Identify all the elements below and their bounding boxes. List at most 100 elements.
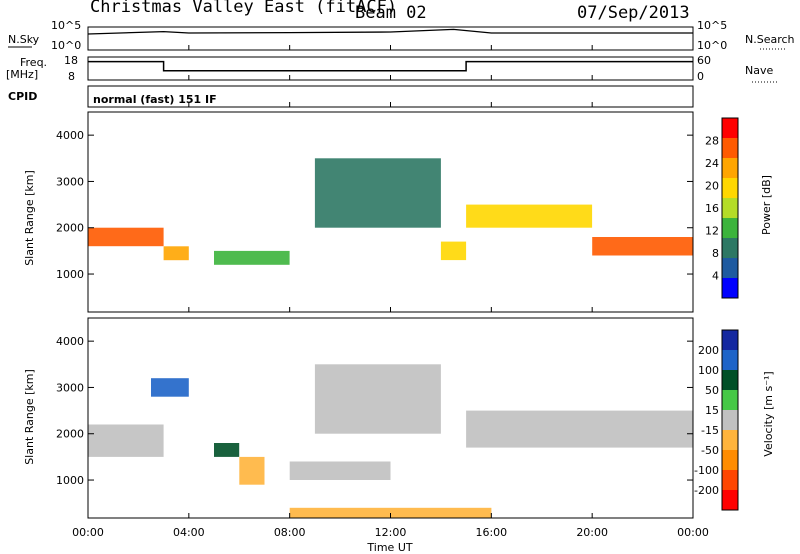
velocity-colorbar-swatch [722,490,738,511]
x-tick-label: 00:00 [677,526,709,539]
velocity-colorbar-swatch [722,430,738,451]
power-heatmap [88,158,693,265]
cpid-label: CPID [8,90,37,103]
power-cell [214,250,290,265]
velocity-colorbar-swatch [722,470,738,491]
x-tick-label: 16:00 [475,526,507,539]
power-colorbar-tick: 12 [705,225,719,238]
velocity-colorbar-tick: 50 [705,384,719,397]
date-label: 07/Sep/2013 [577,3,690,23]
power-colorbar-label: Power [dB] [760,175,773,235]
power-colorbar-swatch [722,118,738,139]
y-tick-label: 2000 [56,222,84,235]
velocity-y-label: Slant Range [km] [23,369,36,465]
velocity-colorbar-frame [721,329,739,511]
power-colorbar-frame [721,117,739,299]
power-colorbar-swatch [722,138,738,159]
nsky-series [87,28,693,35]
power-colorbar-tick: 4 [712,270,719,283]
power-colorbar-tick: 16 [705,202,719,215]
power-y-label: Slant Range [km] [23,170,36,266]
y-tick-label: 1000 [56,268,84,281]
velocity-cell [239,456,265,485]
velocity-cell [88,424,164,457]
velocity-cell [289,461,391,480]
velocity-colorbar-swatch [722,330,738,351]
nave-tick-top: 60 [697,54,711,67]
power-cell [163,246,189,261]
velocity-cell [214,443,240,457]
y-tick-label: 2000 [56,428,84,441]
power-cell [88,227,164,247]
velocity-cell [289,507,492,518]
y-tick-label: 1000 [56,474,84,487]
power-colorbar-swatch [722,278,738,299]
power-colorbar-tick: 20 [705,180,719,193]
velocity-colorbar-swatch [722,450,738,471]
freq-tick-top: 18 [64,54,78,67]
power-cell [440,241,467,261]
velocity-cell [151,378,189,397]
power-colorbar-swatch [722,178,738,199]
velocity-colorbar-tick: 100 [698,364,719,377]
velocity-colorbar-swatch [722,410,738,431]
beam-label: Beam 02 [355,3,427,23]
nsky-line [87,28,693,35]
velocity-heatmap [88,364,693,518]
nsky-tick-bottom: 10^0 [51,39,81,52]
power-colorbar-swatch [722,238,738,259]
freq-line [88,60,693,72]
plot-title: Christmas Valley East (fitACF) [90,0,397,17]
y-tick-label: 4000 [56,129,84,142]
velocity-colorbar-swatch [722,390,738,411]
power-cell [314,158,441,228]
freq-label-line1: Freq. [20,56,47,69]
power-cell [592,237,693,256]
power-y-axis: 1000 2000 3000 4000 [56,129,693,281]
velocity-y-axis: 1000 2000 3000 4000 [56,335,693,487]
cpid-value: normal (fast) 151 IF [93,93,217,106]
velocity-cell [466,410,693,448]
x-tick-label: 00:00 [72,526,104,539]
velocity-colorbar-tick: 200 [698,344,719,357]
x-tick-label: 12:00 [375,526,407,539]
power-cell [466,204,593,228]
freq-tick-bottom: 8 [68,70,75,83]
power-colorbar-swatch [722,258,738,279]
power-colorbar-tick: 8 [712,247,719,260]
y-tick-label: 3000 [56,381,84,394]
freq-series [88,60,693,72]
x-tick-label: 04:00 [173,526,205,539]
power-colorbar: 28 24 20 16 12 8 4 [705,117,739,299]
power-colorbar-swatch [722,198,738,219]
nsky-tick-top: 10^5 [51,19,81,32]
velocity-colorbar-label: Velocity [m s⁻¹] [762,371,775,456]
x-axis-label: Time UT [366,541,412,554]
velocity-colorbar-swatch [722,370,738,391]
velocity-colorbar-tick: -50 [701,444,719,457]
velocity-colorbar-swatch [722,350,738,371]
nsky-label: N.Sky [8,33,40,46]
nsearch-tick-bottom: 10^0 [697,39,727,52]
velocity-colorbar-tick: -200 [694,484,719,497]
power-colorbar-swatch [722,218,738,239]
velocity-colorbar-tick: 15 [705,404,719,417]
nave-tick-bottom: 0 [697,70,704,83]
nave-label: Nave [745,64,773,77]
nsearch-label: N.Search [745,33,795,46]
x-tick-label: 08:00 [274,526,306,539]
velocity-cell [314,364,441,434]
y-tick-label: 3000 [56,175,84,188]
y-tick-label: 4000 [56,335,84,348]
power-colorbar-tick: 24 [705,157,719,170]
nsearch-tick-top: 10^5 [697,19,727,32]
velocity-colorbar-tick: -100 [694,464,719,477]
velocity-colorbar: 200 100 50 15 -15 -50 -100 -200 [694,329,739,511]
velocity-colorbar-tick: -15 [701,424,719,437]
power-colorbar-swatch [722,158,738,179]
x-tick-label: 20:00 [576,526,608,539]
freq-label-line2: [MHz] [6,68,38,81]
power-colorbar-tick: 28 [705,135,719,148]
time-x-axis: 00:00 04:00 08:00 12:00 16:00 20:00 00:00 [72,45,709,539]
